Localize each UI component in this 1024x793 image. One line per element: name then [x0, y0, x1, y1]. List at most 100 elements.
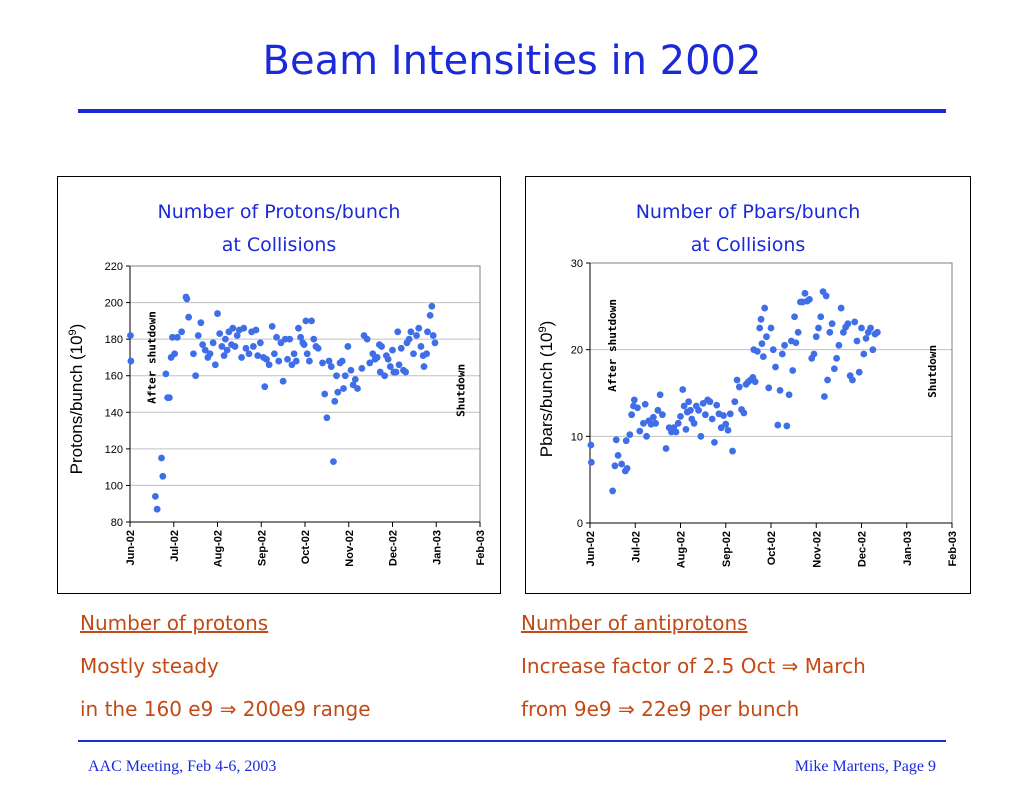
data-point: [685, 398, 693, 406]
chart-title-line2: at Collisions: [222, 234, 337, 256]
data-point: [358, 365, 366, 372]
data-point: [300, 341, 308, 349]
data-point: [211, 361, 219, 369]
data-point: [765, 384, 773, 392]
data-point: [389, 346, 396, 354]
data-point: [860, 350, 868, 358]
data-point: [153, 505, 161, 513]
data-point: [197, 319, 205, 327]
data-point: [740, 409, 748, 417]
data-point: [826, 328, 834, 336]
data-point: [677, 413, 684, 420]
data-point: [815, 324, 822, 332]
data-point: [295, 324, 302, 332]
data-point: [254, 352, 262, 359]
data-point: [405, 335, 413, 343]
data-point: [256, 339, 264, 347]
data-point: [303, 350, 311, 358]
y-tick-label: 180: [105, 334, 123, 346]
data-point: [701, 411, 709, 419]
data-point: [384, 355, 392, 363]
data-point: [630, 396, 638, 404]
data-point: [341, 372, 349, 380]
plot-border: [129, 265, 481, 523]
data-point: [429, 332, 437, 339]
x-tick-label: Oct-02: [300, 530, 312, 564]
data-point: [325, 357, 333, 365]
data-point: [270, 350, 278, 358]
data-point: [261, 383, 269, 391]
y-tick-label: 220: [105, 261, 123, 273]
protons-plot-area: 80 100 120 140 160 180 200 220 Jun-02 Jul-02 Aug-0…: [105, 261, 487, 567]
data-point: [840, 328, 847, 336]
data-point: [761, 304, 769, 312]
data-point: [183, 295, 191, 303]
data-point: [656, 391, 664, 399]
data-point: [158, 454, 165, 462]
data-point: [794, 328, 802, 336]
data-point: [423, 350, 431, 358]
data-point: [292, 357, 300, 365]
data-point: [833, 354, 841, 362]
data-point: [754, 348, 761, 355]
data-point: [178, 328, 186, 336]
x-tick-label: Oct-02: [766, 531, 778, 565]
data-point: [643, 432, 650, 440]
chart-annotation: After shutdown: [145, 311, 158, 404]
data-point: [417, 343, 425, 350]
data-point: [310, 335, 318, 343]
data-point: [218, 343, 226, 350]
data-point: [772, 363, 779, 371]
data-point: [785, 391, 793, 399]
data-point: [201, 346, 209, 354]
data-point: [151, 493, 159, 500]
data-point: [428, 302, 436, 310]
protons-note-line2: in the 160 e9 ⇒ 200e9 range: [80, 697, 371, 721]
data-point: [812, 333, 820, 341]
y-tick-label: 20: [571, 345, 583, 357]
data-point: [351, 375, 359, 383]
data-point: [731, 398, 739, 406]
pbars-chart-panel: Number of Pbars/bunch at Collisions Pbar…: [525, 176, 971, 594]
y-tick-label: 100: [105, 480, 123, 492]
x-tick-label: Sep-02: [256, 530, 268, 566]
data-point: [424, 328, 431, 336]
protons-chart: Number of Protons/bunch at Collisions Pr…: [67, 201, 487, 567]
protons-chart-panel: Number of Protons/bunch at Collisions Pr…: [57, 176, 501, 594]
data-point: [713, 401, 721, 409]
data-point: [767, 324, 775, 332]
data-point: [867, 324, 874, 332]
data-point: [783, 422, 791, 430]
data-point: [862, 335, 870, 342]
data-point: [837, 304, 845, 312]
data-point: [199, 341, 207, 349]
data-point: [817, 313, 825, 321]
data-point: [824, 376, 831, 384]
x-tick-label: Dec-02: [388, 530, 400, 566]
data-point: [835, 341, 843, 349]
data-point: [776, 387, 784, 394]
data-point: [395, 361, 403, 369]
data-point: [407, 328, 415, 336]
data-point: [828, 320, 836, 328]
data-point: [806, 296, 813, 303]
data-point: [830, 365, 838, 373]
data-point: [729, 447, 736, 455]
data-point: [268, 322, 276, 330]
data-point: [695, 406, 702, 414]
data-point: [639, 419, 647, 427]
data-point: [726, 410, 734, 418]
data-point: [636, 427, 644, 435]
data-point: [223, 346, 231, 354]
data-point: [192, 372, 200, 380]
data-point: [397, 344, 405, 352]
data-point: [319, 359, 326, 367]
data-point: [229, 324, 237, 332]
data-point: [402, 368, 410, 376]
data-point: [127, 332, 134, 339]
x-tick-label: Aug-02: [676, 531, 688, 568]
data-point: [609, 487, 617, 495]
data-point: [587, 441, 595, 449]
chart-annotation: Shutdown: [455, 364, 468, 417]
data-point: [279, 377, 287, 385]
